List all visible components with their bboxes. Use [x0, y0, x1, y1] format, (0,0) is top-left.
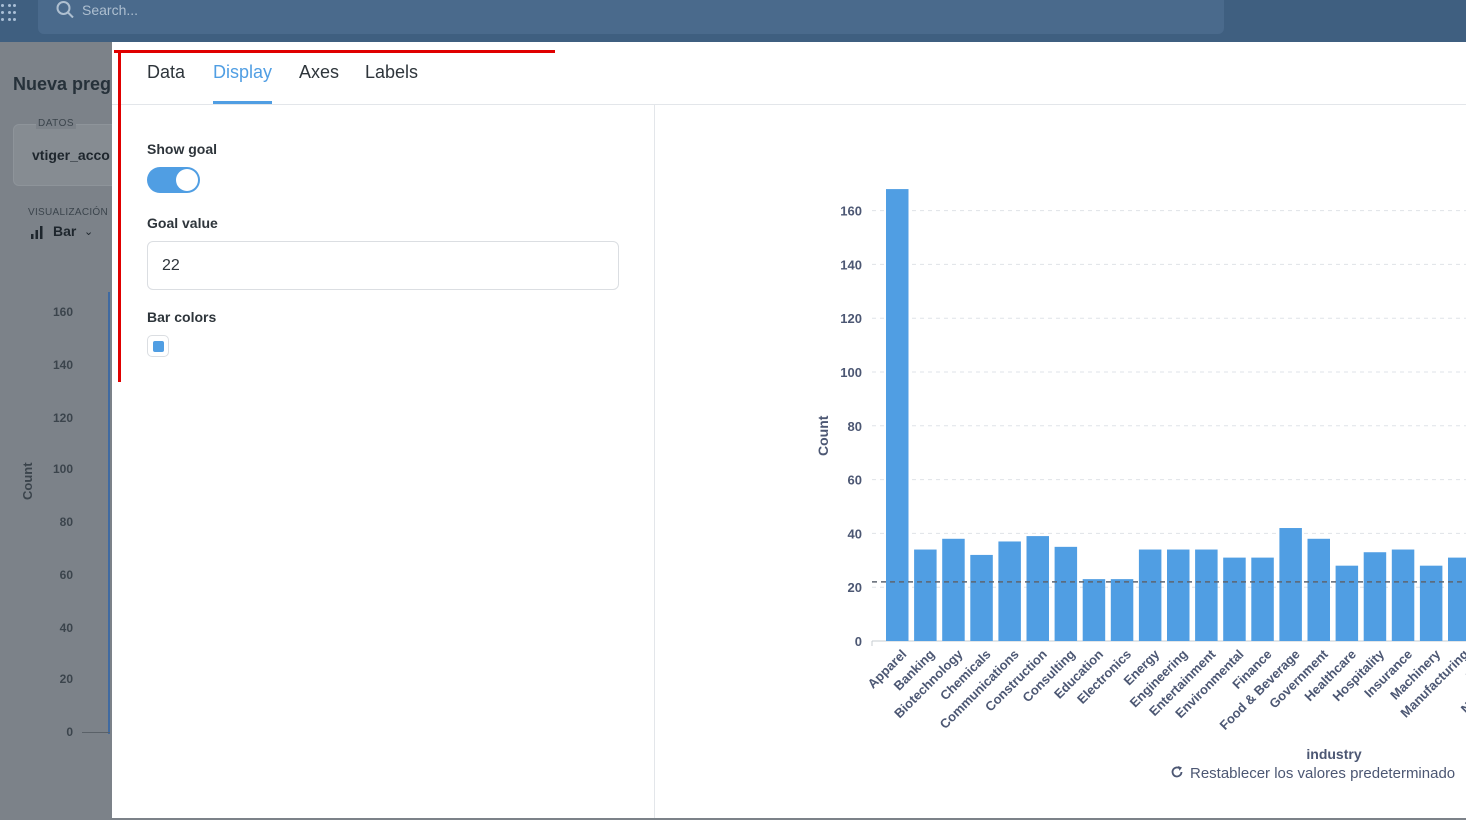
bar-chart-icon	[31, 226, 43, 239]
y-tick-label: 0	[855, 634, 862, 649]
chart-bar	[1363, 552, 1387, 641]
display-settings-panel: Show goal Goal value Bar colors	[112, 105, 655, 818]
reset-defaults-button[interactable]: Restablecer los valores predeterminado	[1170, 765, 1455, 782]
chart-bar	[886, 189, 909, 641]
background-y-tick: 100	[52, 462, 73, 476]
background-y-tick: 80	[59, 515, 73, 529]
apps-grid-icon[interactable]	[0, 2, 18, 22]
show-goal-label: Show goal	[147, 141, 217, 157]
tab-display[interactable]: Display	[213, 62, 273, 104]
data-source-value[interactable]: vtiger_acco	[32, 147, 110, 163]
background-chart-bar-edge	[108, 292, 110, 734]
background-y-tick: 20	[59, 672, 73, 686]
chart-bar	[1138, 549, 1162, 641]
chart-bar	[1082, 579, 1106, 641]
chart-bar	[1167, 549, 1190, 641]
chart-bar	[970, 554, 993, 641]
chart-settings-modal: Data Display Axes Labels Show goal Goal …	[112, 42, 1466, 818]
data-source-label: DATOS	[36, 118, 77, 129]
refresh-icon	[1171, 766, 1183, 778]
y-axis-title: Count	[815, 415, 831, 456]
search-placeholder[interactable]: Search...	[82, 2, 139, 18]
chart-bar	[1054, 546, 1078, 641]
chart-bar	[942, 538, 965, 641]
top-navigation-bar: Search...	[0, 0, 1466, 42]
show-goal-toggle[interactable]	[147, 167, 200, 193]
toggle-knob	[176, 169, 198, 191]
chevron-down-icon[interactable]: ⌄	[84, 226, 94, 238]
annotation-line-horizontal	[114, 50, 555, 53]
search-icon	[56, 1, 74, 18]
background-y-axis-label: Count	[20, 462, 35, 500]
chart-preview: 0 20 40 60 80 100 120 140 160 Apparel Banking Biote…	[656, 105, 1466, 818]
background-y-tick: 160	[52, 305, 73, 319]
goal-value-label: Goal value	[147, 215, 218, 231]
y-tick-label: 20	[848, 580, 862, 595]
chart-bar	[1026, 536, 1049, 641]
chart-bar	[1223, 557, 1246, 641]
goal-value-input[interactable]	[147, 241, 619, 290]
y-tick-label: 160	[840, 204, 862, 219]
y-tick-label: 80	[848, 419, 862, 434]
color-swatch-fill	[153, 341, 164, 352]
bar-colors-label: Bar colors	[147, 309, 217, 325]
chart-bar	[1419, 565, 1443, 641]
chart-bar	[1110, 579, 1134, 641]
chart-bar	[1391, 549, 1415, 641]
background-x-axis-line	[82, 732, 110, 733]
visualization-selector[interactable]: Bar	[53, 223, 77, 239]
y-tick-label: 120	[840, 311, 862, 326]
background-y-tick: 0	[66, 725, 73, 739]
chart-bar	[1307, 538, 1330, 641]
tab-labels[interactable]: Labels	[365, 62, 419, 82]
background-y-tick: 40	[59, 621, 73, 635]
search-bar[interactable]	[38, 0, 1224, 34]
bar-chart: 020406080100120140160ApparelBankingBiote…	[815, 189, 1466, 762]
y-tick-label: 140	[840, 257, 862, 272]
annotation-line-vertical	[118, 50, 121, 382]
chart-bar	[1279, 528, 1302, 641]
settings-tabs: Data Display Axes Labels	[112, 42, 1466, 105]
background-y-tick: 120	[52, 411, 73, 425]
chart-bar	[1335, 565, 1359, 641]
question-title[interactable]: Nueva preg	[13, 74, 112, 94]
chart-bar	[998, 541, 1021, 641]
background-y-tick: 60	[59, 568, 73, 582]
background-y-tick: 140	[52, 358, 73, 372]
tab-data[interactable]: Data	[147, 62, 186, 82]
y-tick-label: 60	[848, 473, 862, 488]
y-tick-label: 40	[848, 526, 862, 541]
x-axis-title: industry	[1306, 746, 1361, 762]
chart-bar	[914, 549, 937, 641]
chart-bar	[1195, 549, 1218, 641]
visualization-label: VISUALIZACIÓN	[28, 207, 109, 218]
chart-bar	[1251, 557, 1274, 641]
tab-axes[interactable]: Axes	[299, 62, 340, 82]
y-tick-label: 100	[840, 365, 862, 380]
chart-bar	[1448, 557, 1466, 641]
bar-color-swatch[interactable]	[147, 335, 169, 357]
reset-defaults-label: Restablecer los valores predeterminado	[1190, 765, 1456, 782]
